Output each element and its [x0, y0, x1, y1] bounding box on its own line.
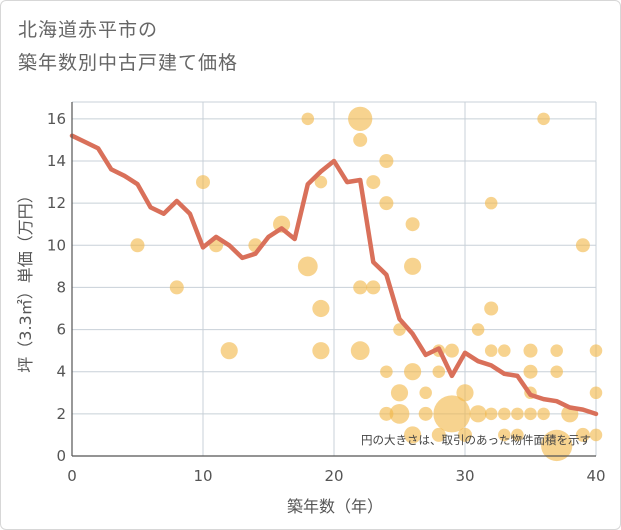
- data-bubble: [433, 395, 471, 433]
- data-bubble: [484, 344, 498, 357]
- data-bubble: [550, 365, 563, 378]
- chart-title-line-2: 築年数別中古戸建て価格: [18, 52, 239, 74]
- data-bubble: [314, 175, 328, 189]
- data-bubble: [350, 341, 370, 361]
- data-bubble: [220, 342, 238, 360]
- data-bubble: [484, 407, 498, 421]
- data-bubble: [541, 429, 573, 462]
- x-axis-label: 築年数（年）: [287, 497, 383, 516]
- data-bubble: [511, 407, 524, 421]
- axes: [71, 102, 596, 457]
- data-bubble: [537, 407, 550, 421]
- data-bubble: [589, 344, 603, 357]
- data-bubble: [575, 427, 590, 442]
- y-tick-label: 14: [47, 152, 66, 170]
- data-bubble: [523, 343, 538, 358]
- y-tick-label: 10: [47, 236, 66, 254]
- data-bubble: [130, 238, 145, 253]
- data-bubble: [589, 428, 603, 442]
- data-bubble: [301, 112, 315, 126]
- y-tick-label: 16: [47, 110, 66, 128]
- data-bubble: [550, 344, 563, 357]
- y-axis-label: 坪（3.3㎡）単価（万円）: [16, 187, 35, 372]
- data-bubble: [389, 403, 410, 424]
- data-bubble: [418, 406, 433, 421]
- average-price-line: [69, 133, 599, 417]
- data-bubble: [366, 280, 381, 295]
- y-tick-label: 0: [56, 447, 66, 465]
- data-bubble: [196, 175, 210, 190]
- x-tick-label: 30: [455, 467, 474, 485]
- data-bubble: [379, 196, 394, 211]
- y-tick-label: 8: [56, 278, 66, 296]
- x-tick-label: 0: [67, 467, 77, 485]
- data-bubble: [589, 386, 603, 400]
- data-bubble: [379, 154, 394, 168]
- data-bubble: [484, 196, 498, 210]
- data-bubble: [348, 106, 373, 131]
- data-bubble: [419, 386, 432, 400]
- data-bubble: [498, 428, 511, 442]
- data-bubble: [404, 257, 422, 275]
- x-tick-label: 20: [324, 467, 343, 485]
- data-bubble: [498, 344, 511, 357]
- data-bubble: [353, 280, 368, 295]
- data-bubble: [379, 406, 394, 421]
- data-bubble: [169, 280, 184, 295]
- x-tick-label: 40: [586, 467, 605, 485]
- data-bubble: [405, 217, 420, 232]
- data-bubble: [537, 112, 550, 126]
- grid-lines: [71, 101, 597, 457]
- chart-title: 北海道赤平市の 築年数別中古戸建て価格: [18, 14, 238, 80]
- tick-labels: 0 10 20 30 40 0 2 4 6 8 10 12 14 16: [47, 110, 606, 485]
- data-bubble: [380, 365, 393, 378]
- data-bubble: [523, 364, 538, 379]
- data-bubble: [297, 256, 318, 277]
- y-tick-label: 6: [56, 321, 66, 339]
- data-bubble: [524, 407, 537, 421]
- y-tick-label: 2: [56, 405, 66, 423]
- data-bubble: [404, 363, 422, 381]
- data-bubble: [312, 342, 330, 360]
- data-bubble: [444, 343, 459, 358]
- data-bubble: [431, 427, 446, 442]
- data-bubble: [404, 426, 422, 444]
- data-bubble: [498, 407, 511, 421]
- data-bubble: [511, 428, 524, 442]
- data-bubble: [353, 132, 368, 147]
- data-bubble: [471, 323, 485, 336]
- y-tick-label: 12: [47, 194, 66, 212]
- bubble-size-note: 円の大きさは、取引のあった物件面積を示す: [361, 433, 591, 447]
- data-bubble: [432, 365, 446, 378]
- data-bubble: [469, 405, 487, 423]
- y-tick-label: 4: [56, 363, 66, 381]
- chart-title-line-1: 北海道赤平市の: [18, 19, 159, 41]
- data-bubble: [366, 175, 381, 190]
- data-bubble: [484, 301, 499, 316]
- data-bubble: [456, 384, 474, 402]
- data-bubble: [458, 427, 472, 442]
- trend-line-series: [69, 133, 599, 417]
- data-bubble: [575, 238, 590, 253]
- data-bubble: [393, 323, 406, 336]
- data-bubble: [312, 299, 330, 318]
- bubble-series: [130, 106, 603, 462]
- data-bubble: [390, 384, 409, 402]
- x-tick-label: 10: [193, 467, 212, 485]
